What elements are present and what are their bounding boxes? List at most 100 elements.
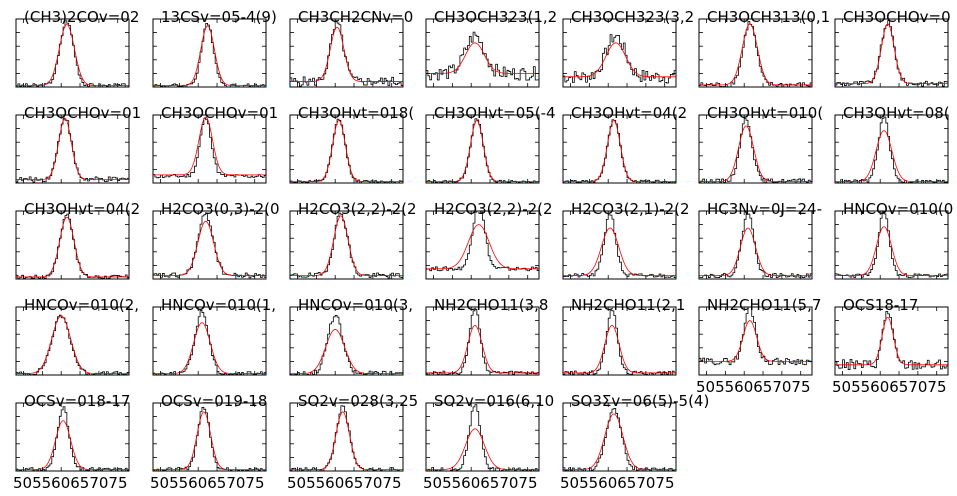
observed-spectrum xyxy=(426,31,539,81)
panel-title: CH3OHvt=04(2 xyxy=(24,200,140,218)
panel-title: NH2CHO11(5,7 xyxy=(707,296,821,314)
observed-spectrum xyxy=(16,20,129,87)
panel-frame xyxy=(152,402,267,472)
panel-frame xyxy=(834,18,949,88)
observed-spectrum xyxy=(153,212,266,279)
model-fit-line xyxy=(835,316,948,366)
spectrum-panel: CH3OHvt=04(2 xyxy=(562,104,687,184)
observed-spectrum xyxy=(426,308,539,375)
panel-frame xyxy=(834,114,949,184)
spectrum-panel: CH3OCH313(0,1 xyxy=(698,8,830,88)
model-fit-line xyxy=(16,23,129,87)
model-fit-line xyxy=(16,315,129,375)
model-fit-line xyxy=(290,119,403,183)
panel-frame xyxy=(289,114,404,184)
panel-frame xyxy=(834,306,949,376)
model-fit-line xyxy=(16,216,129,278)
panel-title: CH3OCH323(3,2 xyxy=(571,8,694,26)
model-fit-line xyxy=(563,119,676,183)
panel-title: HNCOv=010(2, xyxy=(24,296,139,314)
panel-title: CH3OHvt=018( xyxy=(298,104,414,122)
model-fit-line xyxy=(153,116,266,176)
panel-title: H2CO3(0,3)-2(0 xyxy=(161,200,280,218)
panel-frame xyxy=(562,402,677,472)
observed-spectrum xyxy=(563,214,676,279)
model-fit-line xyxy=(699,125,812,183)
panel-title: OCSv=019-18 xyxy=(161,392,267,410)
model-fit-line xyxy=(153,220,266,276)
panel-frame xyxy=(15,18,130,88)
model-fit-line xyxy=(16,117,129,180)
panel-frame xyxy=(15,210,130,280)
panel-frame xyxy=(152,306,267,376)
panel-title: SO2v=028(3,25 xyxy=(298,392,418,410)
panel-title: (CH3)2COv=02 xyxy=(24,8,139,26)
spectrum-panel: H2CO3(0,3)-2(0 xyxy=(152,200,280,280)
model-fit-line xyxy=(153,411,266,471)
spectrum-panel: CH3OCHOv=0 xyxy=(834,8,951,88)
observed-spectrum xyxy=(153,23,266,87)
observed-spectrum xyxy=(16,117,129,183)
panel-frame xyxy=(289,210,404,280)
spectrum-panel: CH3CH2CNv=0 xyxy=(289,8,413,88)
panel-frame xyxy=(289,306,404,376)
spectrum-panel: CH3OCH323(3,2 xyxy=(562,8,694,88)
panel-title: CH3OHvt=010( xyxy=(707,104,823,122)
spectrum-panel: HNCOv=010(1, xyxy=(152,296,276,376)
observed-spectrum xyxy=(835,311,948,370)
panel-frame xyxy=(152,210,267,280)
x-tick-labels: 505560657075 xyxy=(287,474,402,492)
panel-frame xyxy=(289,402,404,472)
spectrum-panel: CH3OCH323(1,2 xyxy=(425,8,557,88)
spectrum-panel: HNCOv=010(2, xyxy=(15,296,139,376)
model-fit-line xyxy=(290,215,403,276)
panel-frame xyxy=(562,114,677,184)
spectrum-panel: 13CSv=05-4(9) xyxy=(152,8,277,88)
panel-title: CH3OCHOv=01 xyxy=(24,104,141,122)
panel-frame xyxy=(15,402,130,472)
spectrum-panel: H2CO3(2,2)-2(2 xyxy=(425,200,553,280)
panel-title: HNCOv=010(1, xyxy=(161,296,276,314)
model-fit-line xyxy=(153,322,266,375)
spectrum-panel: HNCOv=010(3, xyxy=(289,296,413,376)
spectrum-panel: H2CO3(2,1)-2(2 xyxy=(562,200,690,280)
spectrum-panel: CH3OHvt=04(2 xyxy=(15,200,140,280)
model-fit-line xyxy=(699,23,812,86)
model-fit-line xyxy=(153,25,266,87)
model-fit-line xyxy=(563,413,676,471)
panel-title: OCSv=018-17 xyxy=(24,392,130,410)
observed-spectrum xyxy=(835,211,948,278)
panel-title: SO3Σv=06(5)-5(4) xyxy=(571,392,709,410)
spectrum-panel: (CH3)2COv=02 xyxy=(15,8,139,88)
panel-title: SO2v=016(6,10 xyxy=(434,392,554,410)
observed-spectrum xyxy=(699,307,812,366)
panel-title: OCS18-17 xyxy=(843,296,918,314)
model-fit-line xyxy=(290,26,403,82)
model-fit-line xyxy=(426,428,539,471)
panel-title: H2CO3(2,2)-2(2 xyxy=(298,200,417,218)
panel-frame xyxy=(425,18,540,88)
model-fit-line xyxy=(699,227,812,276)
x-tick-labels: 505560657075 xyxy=(13,474,128,492)
model-fit-line xyxy=(699,320,812,362)
panel-frame xyxy=(15,114,130,184)
model-fit-line xyxy=(835,226,948,276)
panel-frame xyxy=(152,18,267,88)
model-fit-line xyxy=(835,130,948,183)
panel-title: CH3OHvt=08( xyxy=(843,104,950,122)
spectrum-panel: NH2CHO11(2,1 xyxy=(562,296,685,376)
spectrum-panel: CH3OHvt=018( xyxy=(289,104,414,184)
model-fit-line xyxy=(563,227,676,276)
observed-spectrum xyxy=(563,34,676,84)
panel-title: H2CO3(2,1)-2(2 xyxy=(571,200,690,218)
spectrum-panel: CH3OHvt=08( xyxy=(834,104,950,184)
panel-grid: (CH3)2COv=02 13CSv=05-4(9) CH3CH2CNv=0 CH3O… xyxy=(13,8,953,492)
panel-frame xyxy=(562,306,677,376)
spectrum-panel: HC3Nv=0J=24- xyxy=(698,200,822,280)
model-fit-line xyxy=(835,23,948,84)
x-tick-labels: 505560657075 xyxy=(423,474,538,492)
spectrum-panel: HNCOv=010(0 xyxy=(834,200,953,280)
x-tick-labels: 505560657075 xyxy=(832,378,947,396)
panel-title: CH3OHvt=04(2 xyxy=(571,104,687,122)
observed-spectrum xyxy=(699,118,812,183)
